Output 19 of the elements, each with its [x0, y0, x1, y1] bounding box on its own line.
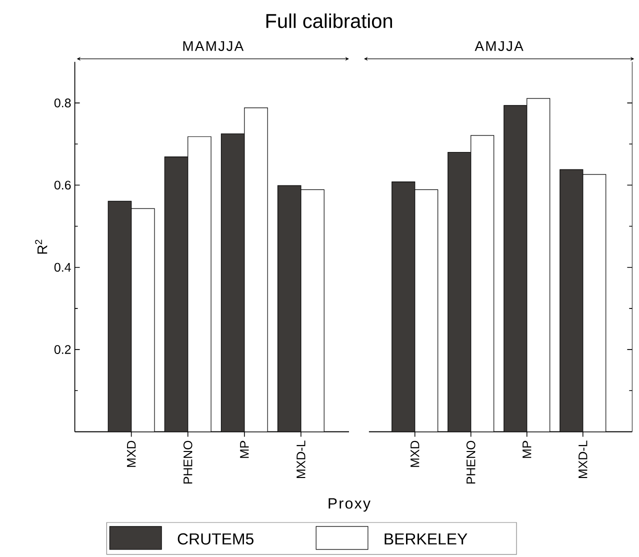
x-tick-label: PHENO [466, 440, 476, 484]
y-tick-label: 0.2 [54, 344, 71, 354]
text: MAMJJA [183, 41, 244, 51]
x-tick-label: MXD-L [296, 440, 306, 478]
y-tick-label: 0.8 [54, 98, 71, 108]
legend-label: BERKELEY [384, 533, 468, 544]
x-tick-label: MXD-L [578, 440, 588, 478]
x-tick-label: MXD [127, 440, 136, 467]
x-tick-label: PHENO [183, 440, 192, 484]
x-tick-label: MP [240, 440, 249, 458]
legend-label: CRUTEM5 [178, 533, 254, 544]
y-tick-label: 0.4 [54, 262, 71, 272]
y-tick-label: 0.6 [54, 180, 71, 190]
x-tick-label: MP [522, 440, 532, 458]
x-axis-title: Proxy [328, 498, 370, 512]
y-axis-title: R$^{2}$ [35, 240, 48, 254]
text: AMJJA [474, 41, 524, 51]
chart-title: Full calibration [266, 13, 392, 28]
x-tick-label: MXD [410, 440, 420, 467]
